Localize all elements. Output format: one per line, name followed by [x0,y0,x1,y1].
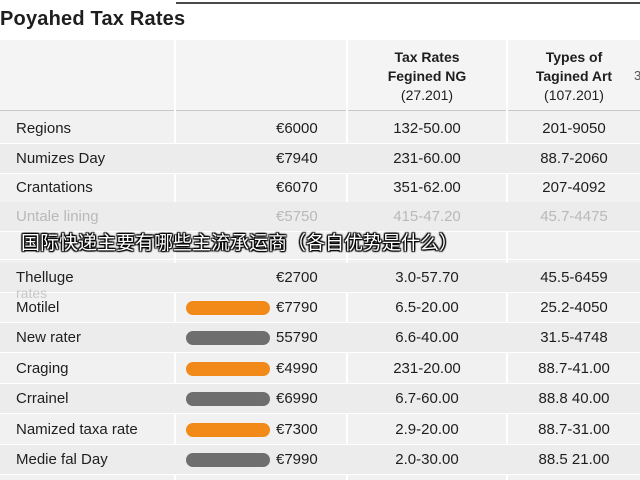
table-row[interactable]: Untale lining €5750 415-47.20 45.7-4475 [0,202,640,232]
cell-amount: €4990 [276,360,318,377]
cell-tax-rate: 3.0-57.70 [395,269,459,286]
table-row[interactable] [0,230,640,260]
cell-region: Untale lining [16,208,99,225]
orange-bar-indicator [186,423,270,437]
cell-art-type: 88.7-2060 [540,150,608,167]
cell-art-type: 45.5-6459 [540,269,608,286]
header-types-line1: Types of [545,49,603,65]
title-bar: Poyahed Tax Rates [0,0,640,41]
header-tax-rates[interactable]: Tax Rates Fegined NG (27.201) [348,40,506,110]
cell-tax-rate: 415-47.20 [393,208,461,225]
cell-region: New rater [16,329,82,346]
header-types-of-art[interactable]: Types of Tagined Art (107.201) [508,40,640,110]
cell-tax-rate: 132-50.00 [393,120,461,137]
cell-region: Regions [16,120,72,137]
cell-amount: €7940 [276,150,318,167]
header-edge-label: 3 [634,68,640,83]
cell-art-type: 25.2-4050 [540,299,608,316]
table-row[interactable]: Thelluge €2700 3.0-57.70 45.5-6459 [0,263,640,293]
table-row[interactable]: Crrainel €6990 6.7-60.00 88.8 40.00 [0,384,640,414]
cell-region: Crantations [16,179,93,196]
table-row[interactable]: Craging €4990 231-20.00 88.7-41.00 [0,354,640,384]
table-row[interactable]: New rater 55790 6.6-40.00 31.5-4748 [0,323,640,353]
cell-amount: €5750 [276,208,318,225]
header-tax-rates-line3: (27.201) [400,87,454,103]
overlay-caption: 国际快递主要有哪些主流承运商（各自优势是什么） [21,232,459,254]
cell-region: Motilel [16,299,60,316]
table-row[interactable]: Numizes Day €7940 231-60.00 88.7-2060 [0,144,640,174]
gray-bar-indicator [186,392,270,406]
column-divider [506,40,508,480]
cell-region: Craging [16,360,69,377]
header-tax-rates-line1: Tax Rates [394,49,460,65]
cell-amount: €7790 [276,299,318,316]
cell-art-type: 31.5-4748 [540,329,608,346]
cell-tax-rate: 231-60.00 [393,150,461,167]
cell-art-type: 88.7-41.00 [538,360,610,377]
cell-region: Medie fal Day [16,451,108,468]
page-title: Poyahed Tax Rates [0,8,186,30]
cell-tax-rate: 2.0-30.00 [395,451,459,468]
cell-amount: €7990 [276,451,318,468]
cell-amount: €7300 [276,421,318,438]
table-row[interactable]: Medie fal Day €7990 2.0-30.00 88.5 21.00 [0,445,640,475]
cell-art-type: 45.7-4475 [540,208,608,225]
table-header-row: Tax Rates Fegined NG (27.201) Types of T… [0,40,640,111]
cell-tax-rate: 2.9-20.00 [395,421,459,438]
cell-tax-rate: 231-20.00 [393,360,461,377]
cell-region: Thelluge [16,269,74,286]
cell-amount: €6070 [276,179,318,196]
table-row[interactable]: Crantations €6070 351-62.00 207-4092 [0,173,640,203]
cell-region: Namized taxa rate [16,421,138,438]
cell-tax-rate: 6.5-20.00 [395,299,459,316]
table-row[interactable]: Namized taxa rate €7300 2.9-20.00 88.7-31.0… [0,415,640,445]
cell-tax-rate: 351-62.00 [393,179,461,196]
title-divider [176,2,640,4]
partial-row-label: rates [16,285,48,301]
cell-art-type: 88.7-31.00 [538,421,610,438]
column-divider [174,40,176,480]
cell-amount: 55790 [276,329,318,346]
cell-amount: €6990 [276,390,318,407]
cell-amount: €2700 [276,269,318,286]
table-row[interactable]: Regions €6000 132-50.00 201-9050 [0,114,640,144]
column-divider [346,40,348,480]
table-row[interactable]: Motilel €7790 6.5-20.00 25.2-4050 [0,293,640,323]
header-tax-rates-line2: Fegined NG [387,68,467,84]
orange-bar-indicator [186,362,270,376]
cell-tax-rate: 6.6-40.00 [395,329,459,346]
tax-rates-table: Tax Rates Fegined NG (27.201) Types of T… [0,40,640,480]
orange-bar-indicator [186,301,270,315]
cell-region: Crrainel [16,390,69,407]
cell-tax-rate: 6.7-60.00 [395,390,459,407]
header-types-line3: (107.201) [544,87,604,103]
cell-region: Numizes Day [16,150,106,167]
cell-art-type: 201-9050 [542,120,606,137]
gray-bar-indicator [186,331,270,345]
cell-art-type: 88.8 40.00 [538,390,610,407]
cell-art-type: 207-4092 [542,179,606,196]
cell-art-type: 88.5 21.00 [538,451,610,468]
gray-bar-indicator [186,453,270,467]
header-types-line2: Tagined Art [535,68,613,84]
cell-amount: €6000 [276,120,318,137]
